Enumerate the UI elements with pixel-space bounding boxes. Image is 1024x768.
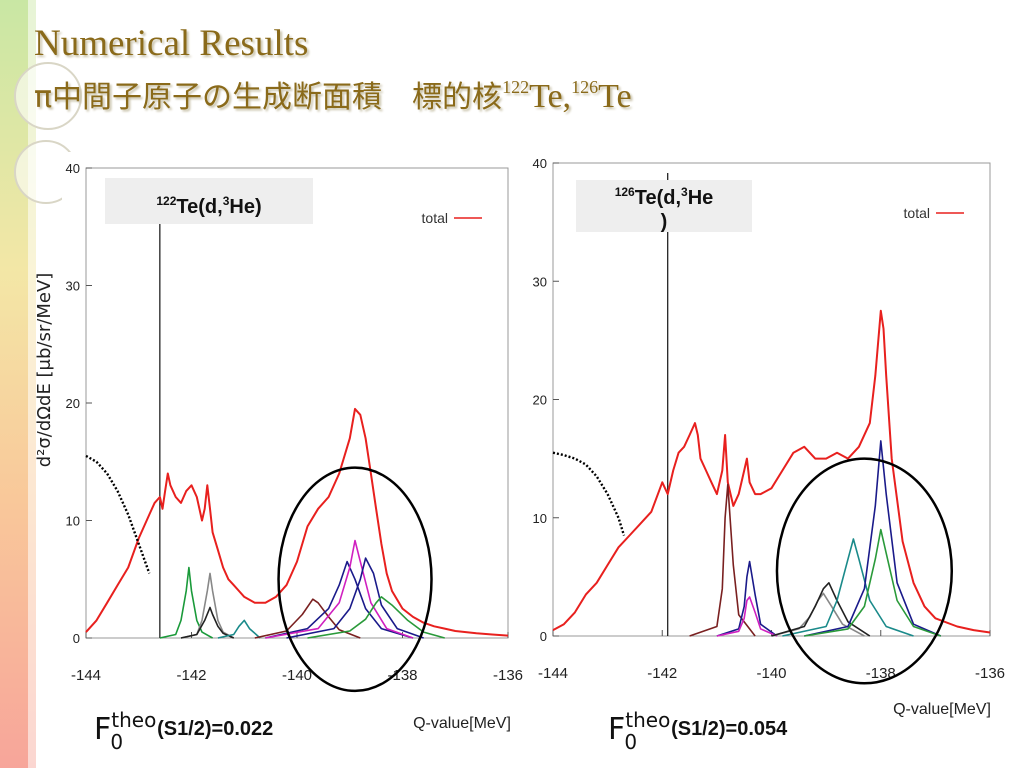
chart-1-series-9	[265, 539, 414, 639]
chart-2-series-5	[716, 596, 778, 637]
chart-1-series-7	[254, 598, 361, 639]
subtitle-target-2: 126Te	[571, 77, 632, 115]
chart-2-xtick-label: -142	[647, 665, 677, 682]
chart-1-frame	[62, 152, 524, 742]
slide-title: Numerical Results	[34, 23, 309, 64]
caption-left: Ftheo0(S1/2)=0.022	[94, 708, 274, 754]
caption-right: Ftheo0(S1/2)=0.054	[608, 708, 788, 754]
chart-2-series-1-total	[552, 309, 991, 634]
chart-1-ytick-label: 40	[66, 161, 80, 176]
chart-1-series-11	[307, 596, 445, 639]
chart-1-series-2	[85, 454, 151, 574]
chart-1-legend-label: total	[422, 210, 448, 226]
chart-2-series-8	[782, 538, 914, 637]
chart-1-series-8	[265, 560, 414, 639]
chart-2-series-9	[804, 440, 942, 637]
chart-2-legend-label: total	[904, 205, 930, 221]
chart-2-ytick-label: 30	[533, 274, 547, 289]
chart-2-ytick-label: 20	[533, 393, 547, 408]
chart-1-ytick-label: 0	[73, 631, 80, 646]
chart-2-highlight-circle	[775, 457, 954, 685]
chart-1-xtick-label: -140	[282, 667, 312, 684]
chart-1-series-5	[180, 606, 235, 639]
slide-subtitle: π中間子原子の生成断面積 標的核122Te,126Te	[34, 72, 632, 116]
chart-2-series-4	[716, 560, 778, 637]
chart-2-frame	[527, 148, 1000, 742]
chart-1-ylabel: d²σ/dΩdE [μb/sr/MeV]	[34, 273, 55, 468]
chart-1-series-10	[286, 557, 424, 639]
chart-2-xtick-label: -138	[866, 665, 896, 682]
slide-edge-highlight	[28, 0, 36, 768]
chart-1-reaction-label: 122Te(d,3He)	[105, 178, 313, 224]
chart-2-ytick-label: 40	[533, 156, 547, 171]
chart-1-xtick-label: -136	[493, 667, 523, 684]
chart-2-xtick-label: -136	[975, 665, 1005, 682]
chart-1-ytick-label: 30	[66, 279, 80, 294]
chart-2-reaction-label: 126Te(d,3He)	[576, 180, 752, 233]
chart-1-series-6	[217, 619, 261, 639]
chart-1-highlight-circle	[277, 466, 433, 693]
chart-1-xtick-label: -142	[176, 667, 206, 684]
chart-1-ytick-label: 20	[66, 396, 80, 411]
chart-2-xtick-label: -140	[756, 665, 786, 682]
subtitle-target-1: 122Te,	[502, 77, 572, 115]
chart-2-xlabel: Q-value[MeV]	[893, 701, 991, 718]
chart-2-series-3	[689, 483, 756, 637]
chart-2-series-7	[771, 581, 871, 637]
chart-2-xtick-label: -144	[538, 665, 568, 682]
chart-2-ytick-label: 0	[540, 629, 547, 644]
subtitle-text: π中間子原子の生成断面積 標的核	[34, 80, 503, 115]
chart-2-series-2	[552, 451, 626, 536]
chart-1-xtick-label: -138	[387, 667, 417, 684]
chart-1-ytick-label: 10	[66, 514, 80, 529]
chart-2-ytick-label: 10	[533, 511, 547, 526]
chart-2-series-10	[804, 528, 942, 637]
chart-1-xlabel: Q-value[MeV]	[413, 715, 511, 732]
chart-1-xtick-label: -144	[71, 667, 101, 684]
decorative-circle-top	[14, 62, 82, 130]
chart-1-series-1-total	[85, 407, 509, 637]
